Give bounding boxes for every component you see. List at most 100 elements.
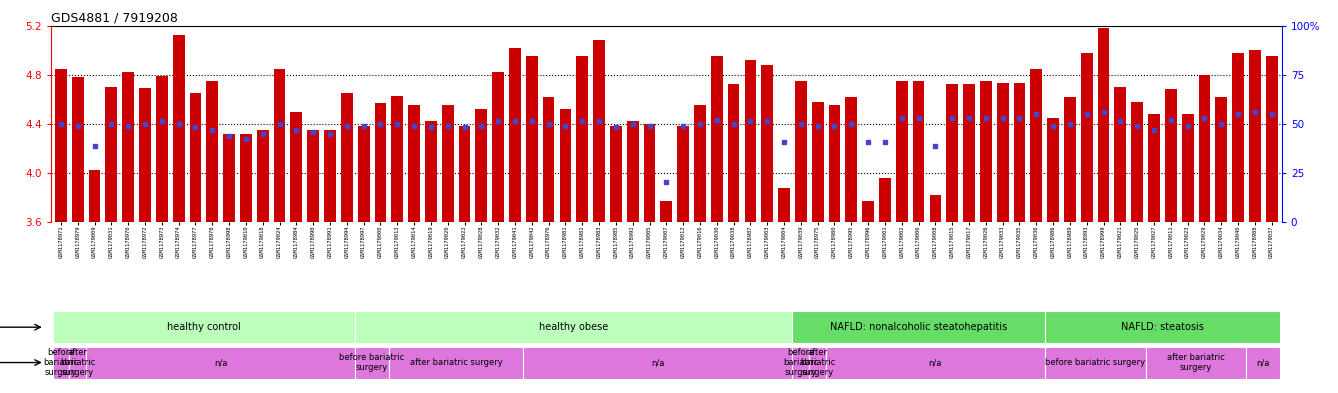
Bar: [392, 95, 403, 222]
Text: n/a: n/a: [652, 358, 665, 367]
Text: n/a: n/a: [1256, 358, 1270, 367]
Bar: [324, 130, 336, 222]
Bar: [577, 56, 589, 222]
Bar: [206, 81, 218, 222]
Bar: [913, 81, 925, 222]
Bar: [644, 124, 656, 222]
Bar: [710, 56, 723, 222]
Text: after bariatric
surgery: after bariatric surgery: [1167, 353, 1226, 372]
Bar: [508, 48, 520, 222]
Bar: [1266, 56, 1278, 222]
Bar: [896, 81, 907, 222]
Text: after
bariatric
surgery: after bariatric surgery: [800, 348, 835, 377]
Text: before
bariatric
surgery: before bariatric surgery: [783, 348, 819, 377]
Bar: [308, 130, 318, 222]
Bar: [879, 178, 891, 222]
Bar: [1045, 347, 1145, 378]
Text: n/a: n/a: [929, 358, 942, 367]
Text: before bariatric
surgery: before bariatric surgery: [340, 353, 404, 372]
Bar: [997, 83, 1009, 222]
Bar: [492, 72, 504, 222]
Bar: [1232, 53, 1244, 222]
Bar: [190, 93, 201, 222]
Text: n/a: n/a: [214, 358, 227, 367]
Bar: [1048, 118, 1058, 222]
Bar: [475, 109, 487, 222]
Bar: [846, 97, 858, 222]
Bar: [661, 201, 672, 222]
Bar: [809, 347, 826, 378]
Bar: [70, 347, 86, 378]
Bar: [375, 103, 387, 222]
Bar: [1064, 97, 1076, 222]
Bar: [86, 347, 355, 378]
Text: GDS4881 / 7919208: GDS4881 / 7919208: [51, 11, 178, 24]
Bar: [1247, 347, 1280, 378]
Bar: [355, 347, 389, 378]
Bar: [389, 347, 523, 378]
Bar: [1014, 83, 1025, 222]
Bar: [357, 126, 369, 222]
Bar: [1145, 347, 1247, 378]
Bar: [1132, 102, 1143, 222]
Bar: [274, 68, 285, 222]
Bar: [1199, 75, 1211, 222]
Bar: [593, 40, 605, 222]
Bar: [1115, 87, 1127, 222]
Bar: [930, 195, 941, 222]
Bar: [1248, 50, 1260, 222]
Bar: [761, 65, 773, 222]
Bar: [523, 347, 792, 378]
Bar: [355, 311, 792, 343]
Bar: [795, 81, 807, 222]
Bar: [610, 126, 622, 222]
Bar: [1165, 90, 1176, 222]
Bar: [694, 105, 706, 222]
Bar: [290, 112, 302, 222]
Bar: [223, 134, 235, 222]
Bar: [122, 72, 134, 222]
Bar: [52, 311, 355, 343]
Bar: [106, 87, 118, 222]
Bar: [1215, 97, 1227, 222]
Bar: [442, 105, 454, 222]
Bar: [728, 84, 740, 222]
Bar: [425, 121, 436, 222]
Bar: [1181, 114, 1193, 222]
Bar: [559, 109, 571, 222]
Text: before
bariatric
surgery: before bariatric surgery: [43, 348, 79, 377]
Bar: [812, 102, 824, 222]
Bar: [828, 105, 840, 222]
Bar: [1081, 53, 1093, 222]
Bar: [1030, 68, 1042, 222]
Text: healthy obese: healthy obese: [539, 322, 609, 332]
Bar: [792, 347, 809, 378]
Bar: [792, 311, 1045, 343]
Bar: [157, 76, 167, 222]
Bar: [139, 88, 151, 222]
Bar: [526, 56, 538, 222]
Text: before bariatric surgery: before bariatric surgery: [1045, 358, 1145, 367]
Bar: [744, 60, 756, 222]
Bar: [240, 134, 252, 222]
Text: healthy control: healthy control: [167, 322, 241, 332]
Bar: [459, 126, 471, 222]
Bar: [55, 68, 67, 222]
Bar: [1045, 311, 1280, 343]
Bar: [173, 35, 185, 222]
Bar: [946, 84, 958, 222]
Bar: [1097, 28, 1109, 222]
Bar: [88, 171, 100, 222]
Bar: [543, 97, 554, 222]
Bar: [677, 126, 689, 222]
Text: after bariatric surgery: after bariatric surgery: [409, 358, 503, 367]
Text: NAFLD: steatosis: NAFLD: steatosis: [1121, 322, 1204, 332]
Text: NAFLD: nonalcoholic steatohepatitis: NAFLD: nonalcoholic steatohepatitis: [830, 322, 1008, 332]
Bar: [862, 201, 874, 222]
Bar: [257, 130, 269, 222]
Bar: [779, 188, 789, 222]
Bar: [52, 347, 70, 378]
Bar: [1148, 114, 1160, 222]
Bar: [963, 84, 975, 222]
Bar: [341, 93, 353, 222]
